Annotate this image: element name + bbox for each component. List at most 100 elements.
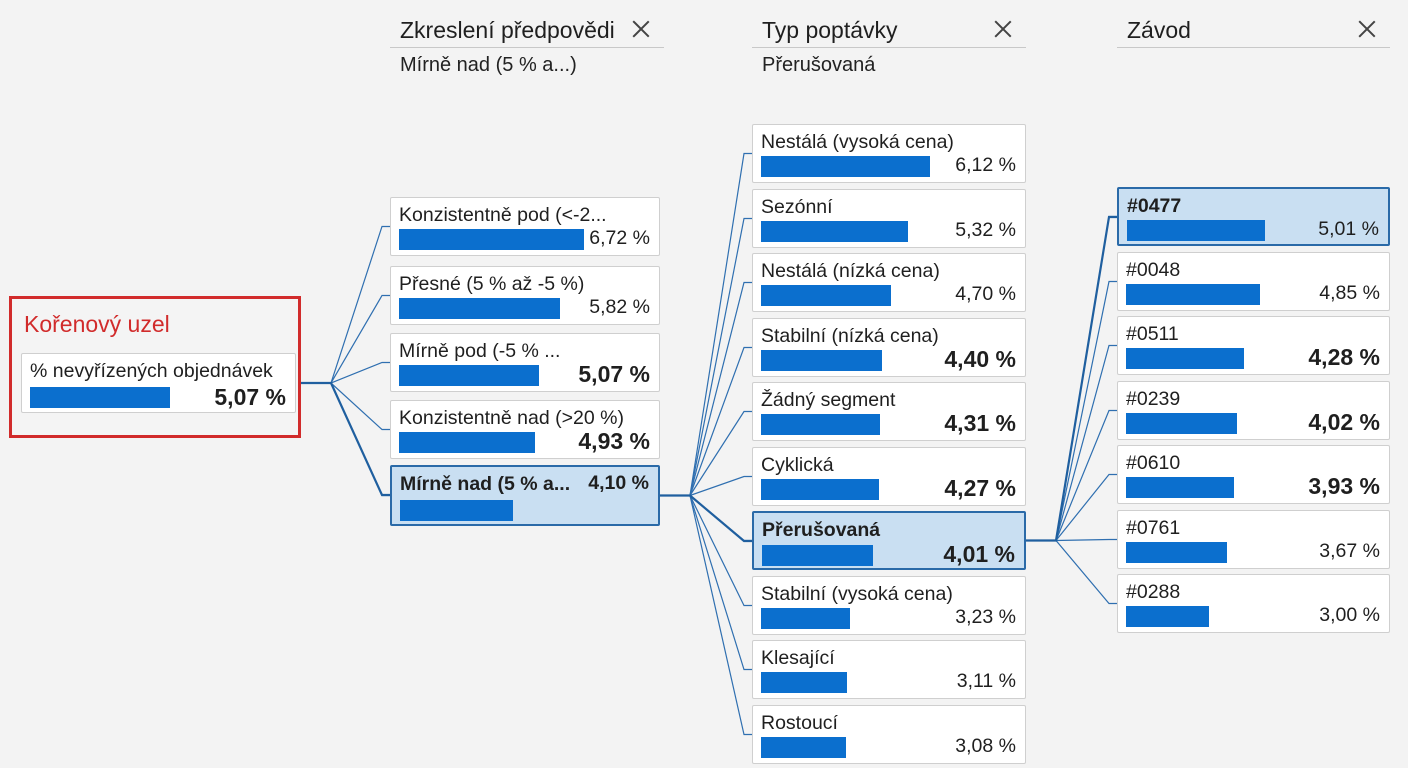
node-value: 4,31 % [944, 410, 1016, 436]
tree-node[interactable]: Klesající 3,11 % [752, 640, 1026, 699]
tree-node[interactable]: Rostoucí 3,08 % [752, 705, 1026, 764]
node-label: #0761 [1126, 517, 1181, 539]
node-value: 5,01 % [1318, 218, 1379, 240]
connector-line [660, 494, 752, 607]
node-value-bar [400, 500, 513, 521]
node-value: 4,27 % [944, 475, 1016, 501]
level-header-2: Typ poptávky Přerušovaná [752, 0, 1026, 90]
tree-node[interactable]: #0048 4,85 % [1117, 252, 1390, 311]
node-label: #0610 [1126, 452, 1181, 474]
node-value: 5,07 % [578, 361, 650, 387]
node-value-bar [1126, 477, 1234, 498]
connector-line [660, 346, 752, 497]
connector-line [301, 381, 390, 497]
node-value: 4,70 % [955, 283, 1016, 305]
tree-node[interactable]: Konzistentně pod (<-2... 6,72 % [390, 197, 660, 256]
node-label: Konzistentně pod (<-2... [399, 204, 607, 226]
connector-line [660, 494, 752, 671]
node-label: Nestálá (vysoká cena) [761, 131, 954, 153]
node-label: Nestálá (nízká cena) [761, 260, 940, 282]
connector-line [301, 382, 390, 431]
node-value: 4,85 % [1319, 282, 1380, 304]
node-value-bar [1126, 413, 1237, 434]
tree-node[interactable]: Sezónní 5,32 % [752, 189, 1026, 248]
node-value-bar [761, 479, 879, 500]
node-label: Sezónní [761, 196, 833, 218]
node-value-bar [1126, 284, 1260, 305]
tree-node[interactable]: Konzistentně nad (>20 %) 4,93 % [390, 400, 660, 459]
connector-line [660, 475, 752, 497]
level-header-3: Závod [1117, 0, 1390, 90]
node-value: 4,01 % [943, 541, 1015, 567]
tree-node[interactable]: #0477 5,01 % [1117, 187, 1390, 246]
level-title: Typ poptávky [752, 0, 1026, 48]
connector-line [1026, 473, 1117, 542]
connector-line [660, 410, 752, 497]
node-label: Klesající [761, 647, 835, 669]
node-label: #0511 [1126, 323, 1179, 345]
node-value-bar [1126, 542, 1227, 563]
node-value: 4,02 % [1308, 409, 1380, 435]
node-value-bar [399, 229, 584, 250]
tree-node[interactable]: Mírně nad (5 % a... 4,10 % [390, 465, 660, 526]
connector-line [660, 152, 752, 497]
node-label: #0477 [1127, 195, 1182, 217]
connector-line [660, 494, 752, 736]
tree-node[interactable]: Nestálá (vysoká cena) 6,12 % [752, 124, 1026, 183]
node-value: 4,40 % [944, 346, 1016, 372]
node-value: 5,32 % [955, 219, 1016, 241]
connector-line [1026, 409, 1117, 542]
node-value: 4,10 % [588, 472, 649, 494]
connector-line [301, 382, 390, 497]
node-label: Přesné (5 % až -5 %) [399, 273, 585, 295]
node-value: 4,93 % [578, 428, 650, 454]
level-selection: Mírně nad (5 % a...) [400, 54, 577, 76]
node-label: Rostoucí [761, 712, 838, 734]
connector-line [660, 281, 752, 497]
connector-line [1026, 215, 1117, 542]
tree-node[interactable]: Přerušovaná 4,01 % [752, 511, 1026, 570]
tree-node[interactable]: Přesné (5 % až -5 %) 5,82 % [390, 266, 660, 325]
tree-node[interactable]: Nestálá (nízká cena) 4,70 % [752, 253, 1026, 312]
node-value: 3,00 % [1319, 604, 1380, 626]
root-node-backorders[interactable]: % nevyřízených objednávek 5,07 % [21, 353, 296, 413]
root-title: Kořenový uzel [24, 311, 170, 337]
node-value-bar [1126, 606, 1209, 627]
node-label: Cyklická [761, 454, 834, 476]
connector-line [660, 217, 752, 497]
tree-node[interactable]: Mírně pod (-5 % ... 5,07 % [390, 333, 660, 392]
node-label: Stabilní (vysoká cena) [761, 583, 953, 605]
tree-node[interactable]: #0239 4,02 % [1117, 381, 1390, 440]
node-value-bar [761, 156, 930, 177]
tree-node[interactable]: Stabilní (vysoká cena) 3,23 % [752, 576, 1026, 635]
node-value-bar [1126, 348, 1244, 369]
close-icon[interactable] [628, 16, 654, 42]
tree-node[interactable]: Žádný segment 4,31 % [752, 382, 1026, 441]
connector-line [301, 361, 390, 384]
tree-node[interactable]: Stabilní (nízká cena) 4,40 % [752, 318, 1026, 377]
node-value-bar [1127, 220, 1265, 241]
connector-line [660, 494, 752, 542]
node-value: 6,12 % [955, 154, 1016, 176]
node-value-bar [399, 432, 535, 453]
node-value-bar [761, 414, 880, 435]
connector-line [1026, 215, 1117, 542]
node-label: Mírně pod (-5 % ... [399, 340, 561, 362]
node-label: Konzistentně nad (>20 %) [399, 407, 624, 429]
tree-node[interactable]: #0610 3,93 % [1117, 445, 1390, 504]
node-label: #0288 [1126, 581, 1181, 603]
node-value: 3,08 % [955, 735, 1016, 757]
connector-line [1026, 539, 1117, 605]
node-label: Stabilní (nízká cena) [761, 325, 939, 347]
tree-node[interactable]: #0511 4,28 % [1117, 316, 1390, 375]
tree-node[interactable]: Cyklická 4,27 % [752, 447, 1026, 506]
node-label: #0048 [1126, 259, 1181, 281]
level-selection: Přerušovaná [762, 54, 876, 76]
node-value: 5,07 % [214, 384, 286, 410]
node-value: 5,82 % [589, 296, 650, 318]
connector-line [301, 225, 390, 384]
tree-node[interactable]: #0288 3,00 % [1117, 574, 1390, 633]
tree-node[interactable]: #0761 3,67 % [1117, 510, 1390, 569]
close-icon[interactable] [1354, 16, 1380, 42]
close-icon[interactable] [990, 16, 1016, 42]
